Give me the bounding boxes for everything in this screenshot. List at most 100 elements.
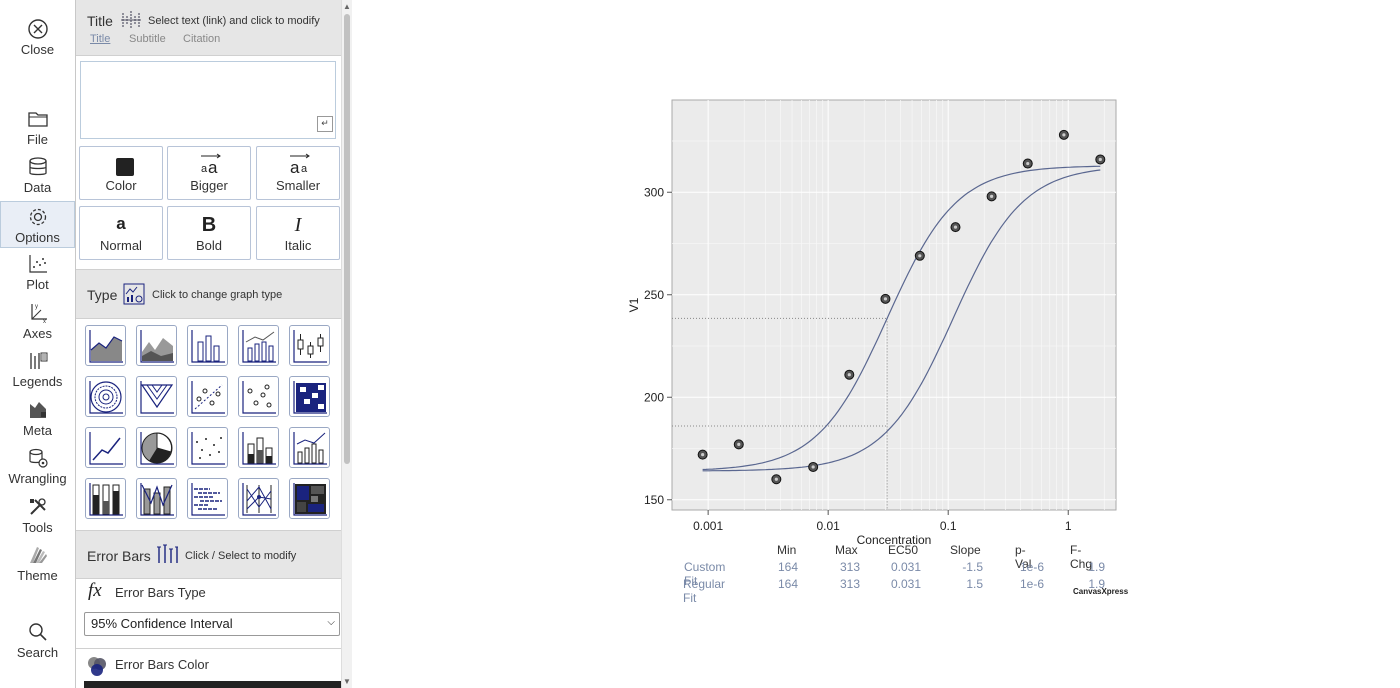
rail-legends[interactable]: Legends [0,350,75,389]
button-label: Italic [284,238,312,253]
gear-icon [29,208,46,226]
error-bars-type-label: Error Bars Type [115,585,206,600]
data-point-highlight [1062,133,1066,137]
options-panel: Title Select text (link) and click to mo… [76,0,341,688]
fit-curve-1 [702,169,1101,472]
panel-scrollbar[interactable]: ▲ ▼ [341,0,352,688]
col-header: Max [835,543,858,557]
error-bars-section-header: Error Bars Click / Select to modify [76,530,341,579]
scroll-up-icon[interactable]: ▲ [343,2,351,11]
graph-type-bar-line-2-button[interactable] [289,427,330,468]
graph-type-venn-triangle-button[interactable] [136,376,177,417]
graph-type-parallel-button[interactable] [238,478,279,519]
graph-type-pie-button[interactable] [136,427,177,468]
bar-icon [191,330,225,363]
link-citation[interactable]: Citation [183,33,221,45]
parallel-icon [242,483,276,516]
axes-icon: yx [30,304,47,324]
section-title: Title [87,13,113,29]
italic-button[interactable]: I Italic [256,206,340,260]
x-tick-label: 0.1 [940,519,957,533]
svg-text:y: y [35,304,38,310]
table-cell: 1e-6 [1019,560,1044,574]
graph-type-network-bar-button[interactable] [136,478,177,519]
data-point-highlight [737,442,741,446]
scroll-thumb[interactable] [344,14,350,464]
color-button[interactable]: Color [79,146,163,200]
table-cell: 1.9 [1088,577,1105,591]
error-bars-color-swatch[interactable] [84,681,341,688]
rail-search[interactable]: Search [0,621,75,660]
rail-label: File [27,132,48,147]
graph-type-line-button[interactable] [85,427,126,468]
normal-button[interactable]: a Normal [79,206,163,260]
graph-type-boxplot-button[interactable] [289,325,330,366]
rail-wrangling[interactable]: Wrangling [0,447,75,486]
area-icon [89,330,123,363]
rail-tools[interactable]: Tools [0,496,75,535]
section-hint: Click / Select to modify [185,550,297,562]
close-icon [27,19,48,39]
table-cell: 164 [777,577,798,591]
table-cell: 313 [839,577,860,591]
meta-icon [29,402,46,418]
button-label: Color [105,178,137,193]
color-swatch-icon [116,158,134,176]
error-bars-type-select[interactable]: 95% Confidence Interval ⌵ [84,612,340,636]
scroll-down-icon[interactable]: ▼ [343,677,351,686]
data-point-highlight [1098,157,1102,162]
data-point-highlight [811,465,815,469]
graph-type-stacked-percent-button[interactable] [85,478,126,519]
graph-type-area-button[interactable] [85,325,126,366]
graph-type-bar-button[interactable] [187,325,228,366]
table-cell: 313 [839,560,860,574]
rail-options[interactable]: Options [0,201,75,248]
text-edit-icon [121,11,141,29]
graph-type-scatter-fit-button[interactable] [187,376,228,417]
graph-type-scatter-button[interactable] [238,376,279,417]
rail-meta[interactable]: Meta [0,399,75,438]
link-subtitle[interactable]: Subtitle [129,33,166,45]
button-label: Smaller [275,178,321,193]
scatter-icon [242,381,276,414]
error-bars-icon [157,544,178,563]
graph-type-heatmap-button[interactable] [289,376,330,417]
graph-type-dotplot-button[interactable] [187,427,228,468]
data-point-highlight [990,194,994,198]
enter-icon[interactable]: ↵ [317,116,333,132]
graph-type-circular-button[interactable] [85,376,126,417]
rail-label: Close [20,42,55,57]
canvasxpress-logo: CanvasXpress [1073,587,1129,596]
title-textarea[interactable]: ↵ [80,61,336,139]
y-tick-label: 200 [644,390,664,404]
treemap-icon [293,483,327,516]
legends-icon [29,352,47,369]
normal-icon: a [116,214,126,233]
bold-icon: B [201,214,217,236]
rail-label: Wrangling [8,471,67,486]
rail-label: Options [15,230,60,245]
graph-type-treemap-button[interactable] [289,478,330,519]
button-label: Bold [195,238,223,253]
folder-icon [27,112,48,127]
tools-icon [29,498,46,515]
bold-button[interactable]: B Bold [167,206,251,260]
graph-type-ridgeline-button[interactable] [187,478,228,519]
link-title[interactable]: Title [90,33,111,45]
rail-file[interactable]: File [0,108,75,147]
data-point-highlight [847,373,851,377]
dotplot-icon [191,432,225,465]
rail-plot[interactable]: Plot [0,253,75,292]
rail-data[interactable]: Data [0,156,75,195]
rail-close[interactable]: Close [0,18,75,57]
graph-type-stacked-area-button[interactable] [136,325,177,366]
button-label: Bigger [190,178,228,193]
graph-type-bar-line-button[interactable] [238,325,279,366]
table-cell: 1.5 [966,577,983,591]
rail-theme[interactable]: Theme [0,544,75,583]
chevron-down-icon: ⌵ [327,617,335,628]
graph-type-stacked-bar-button[interactable] [238,427,279,468]
